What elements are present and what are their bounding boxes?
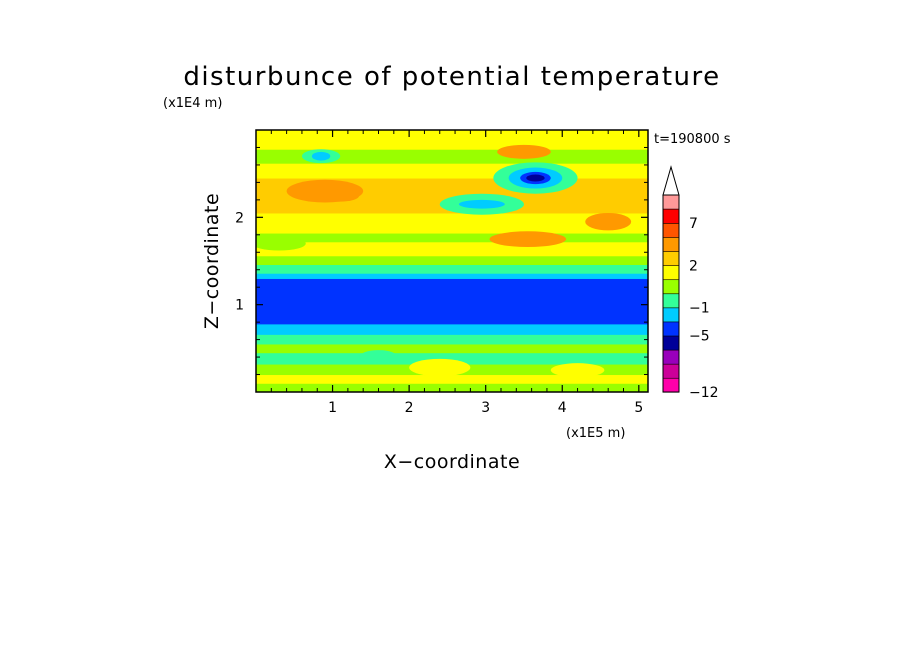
x-tick-label: 1 (328, 400, 337, 416)
contour-feature (311, 151, 331, 161)
y-axis-label: Z−coordinate (201, 193, 223, 329)
y-tick-label: 1 (235, 298, 244, 314)
colorbar-segment (662, 265, 680, 281)
contour-feature (359, 350, 398, 365)
contour-band (256, 224, 648, 234)
x-axis-label: X−coordinate (384, 451, 520, 473)
contour-band (256, 255, 648, 265)
chart-title: disturbunce of potential temperature (183, 62, 720, 92)
x-tick-label: 4 (558, 400, 567, 416)
contour-band (256, 323, 648, 335)
colorbar-segment (662, 321, 680, 337)
colorbar-tick-label: −12 (689, 385, 719, 401)
contour-feature (458, 199, 505, 209)
colorbar-extension (662, 165, 680, 196)
colorbar: −12−5−127 (662, 165, 719, 401)
contour-feature (526, 174, 545, 182)
contour-band (256, 233, 648, 243)
contour-band (256, 241, 648, 257)
contour-band (256, 273, 648, 279)
colorbar-segment (662, 236, 680, 252)
colorbar-tick-label: −5 (689, 329, 710, 345)
contour-feature (512, 234, 544, 244)
contour-feature (585, 212, 632, 231)
contour-band (256, 163, 648, 179)
contour-feature (409, 358, 471, 377)
contour-band (256, 334, 648, 345)
colorbar-segment (662, 307, 680, 323)
colorbar-segment (662, 279, 680, 295)
contour-band (256, 374, 648, 384)
time-label: t=190800 s (654, 132, 731, 147)
colorbar-segment (662, 222, 680, 238)
colorbar-segment (662, 194, 680, 210)
contour-feature (497, 144, 551, 159)
contour-feature (550, 363, 605, 378)
contour-band (256, 383, 648, 392)
x-scale-label: (x1E5 m) (566, 426, 625, 441)
contour-band (256, 130, 648, 150)
colorbar-segment (662, 335, 680, 351)
colorbar-segment (662, 363, 680, 379)
colorbar-tick-label: −1 (689, 301, 710, 317)
colorbar-tick-label: 2 (689, 258, 698, 274)
colorbar-frame (662, 194, 680, 393)
x-tick-label: 2 (405, 400, 414, 416)
contour-band (256, 352, 648, 365)
contour-field (256, 130, 648, 392)
y-scale-label: (x1E4 m) (163, 96, 222, 111)
colorbar-segment (662, 208, 680, 224)
colorbar-segment (662, 377, 680, 393)
contour-band (256, 343, 648, 354)
colorbar-segment (662, 293, 680, 309)
y-tick-label: 2 (235, 210, 244, 226)
colorbar-tick-label: 7 (689, 216, 698, 232)
colorbar-segment (662, 250, 680, 266)
colorbar-segment (662, 349, 680, 365)
contour-feature (321, 189, 360, 202)
contour-band (256, 212, 648, 225)
contour-band (256, 278, 648, 325)
plot-frame (255, 129, 649, 393)
contour-feature (256, 236, 306, 251)
x-tick-label: 3 (481, 400, 490, 416)
x-tick-label: 5 (634, 400, 643, 416)
contour-band (256, 264, 648, 274)
